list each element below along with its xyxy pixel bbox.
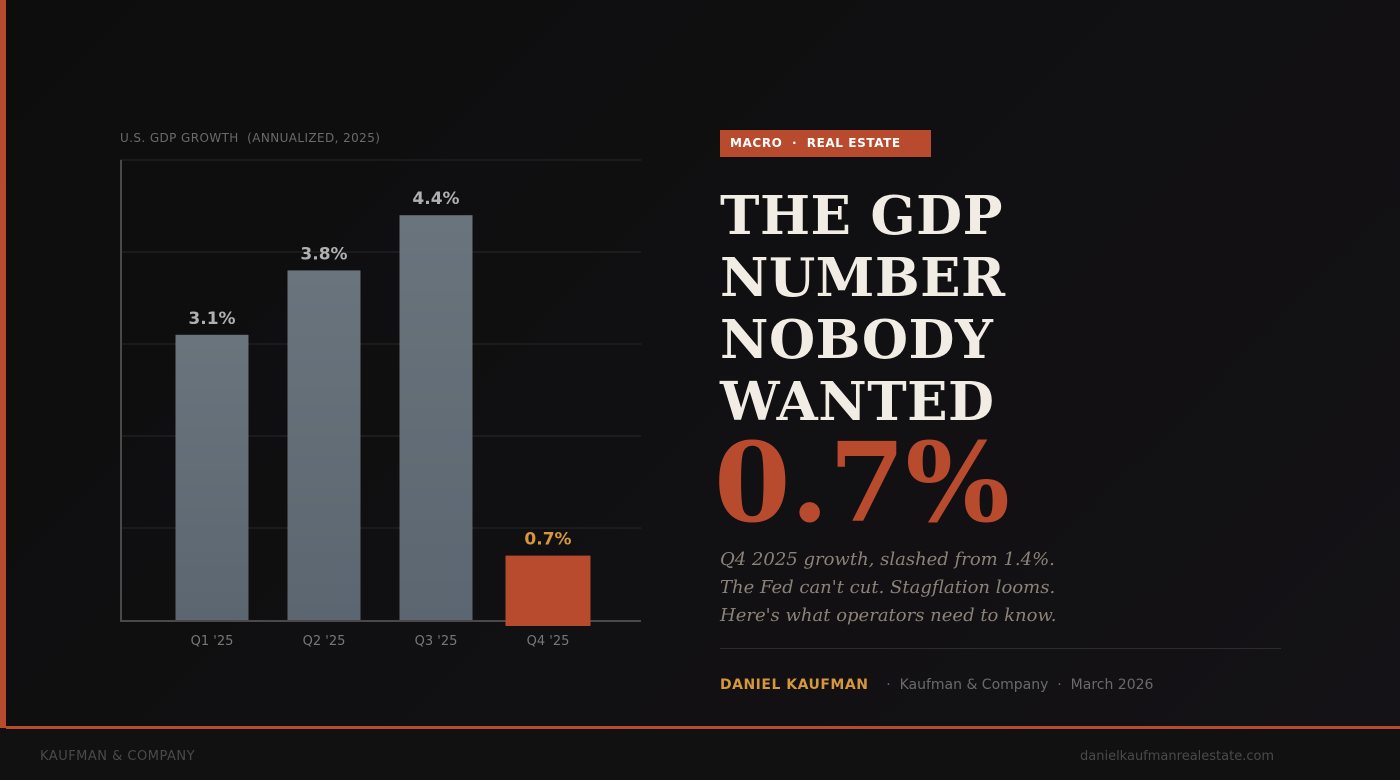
left-accent-bar xyxy=(0,0,6,728)
chart-title: U.S. GDP GROWTH (ANNUALIZED, 2025) xyxy=(120,131,381,145)
subtext: Q4 2025 growth, slashed from 1.4%. The F… xyxy=(720,546,1056,630)
bar-highlight xyxy=(505,555,591,626)
x-tick-label: Q4 '25 xyxy=(527,634,570,649)
bar xyxy=(399,215,473,620)
big-number: 0.7% xyxy=(714,418,1010,547)
x-tick-label: Q1 '25 xyxy=(191,634,234,649)
subtext-line: Q4 2025 growth, slashed from 1.4%. xyxy=(720,549,1055,570)
bar-value-label: 3.8% xyxy=(300,244,347,264)
byline: DANIEL KAUFMAN · Kaufman & Company · Mar… xyxy=(720,677,1153,693)
footer-accent-line xyxy=(6,726,1400,729)
footer-website[interactable]: danielkaufmanrealestate.com xyxy=(1080,749,1275,764)
headline: THE GDP NUMBER NOBODY WANTED xyxy=(720,185,1006,433)
bar-value-label: 3.1% xyxy=(188,309,235,329)
bar xyxy=(175,334,249,620)
headline-line: NOBODY xyxy=(720,309,994,371)
byline-meta: · Kaufman & Company · March 2026 xyxy=(886,677,1154,693)
subtext-line: Here's what operators need to know. xyxy=(720,605,1057,626)
x-tick-label: Q3 '25 xyxy=(415,634,458,649)
divider xyxy=(720,648,1281,649)
headline-line: THE GDP xyxy=(720,185,1003,247)
bar-value-label: 4.4% xyxy=(412,189,459,209)
bar xyxy=(287,270,361,620)
bar-value-label: 0.7% xyxy=(524,530,571,550)
footer-brand: KAUFMAN & COMPANY xyxy=(40,749,196,764)
footer: KAUFMAN & COMPANY danielkaufmanrealestat… xyxy=(0,729,1400,780)
headline-line: WANTED xyxy=(720,371,995,433)
category-tag: MACRO · REAL ESTATE xyxy=(720,130,931,157)
author-name: DANIEL KAUFMAN xyxy=(720,677,869,693)
headline-line: NUMBER xyxy=(720,247,1006,309)
x-tick-label: Q2 '25 xyxy=(303,634,346,649)
subtext-line: The Fed can't cut. Stagflation looms. xyxy=(720,577,1056,598)
